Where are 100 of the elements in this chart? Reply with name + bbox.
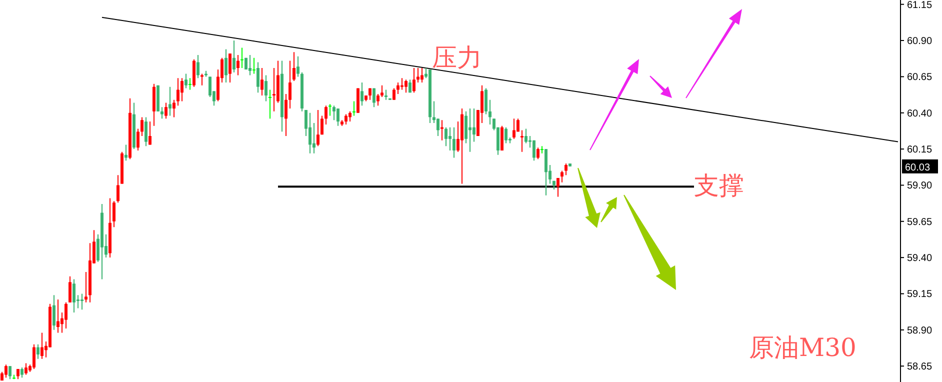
candlestick [236, 54, 240, 76]
candlestick [436, 118, 440, 137]
candlestick [228, 53, 232, 83]
candlestick [344, 114, 348, 125]
candlestick [252, 57, 256, 74]
candlestick [160, 106, 164, 120]
candlestick [444, 126, 448, 147]
candlestick [472, 108, 476, 142]
candlestick [4, 364, 8, 378]
candlestick [376, 94, 380, 106]
candlestick [136, 128, 140, 151]
candlestick [148, 121, 152, 146]
candlestick [452, 126, 456, 158]
candlestick [232, 40, 236, 73]
candlestick [404, 79, 408, 94]
y-tick-label: 59.90 [907, 180, 932, 192]
candlestick [20, 367, 24, 378]
candlestick [328, 104, 332, 116]
y-tick-label: 58.90 [907, 325, 932, 336]
candlestick [488, 99, 492, 125]
candlestick [256, 62, 260, 94]
y-tick-label: 60.90 [907, 36, 932, 48]
candlestick [56, 299, 60, 334]
candlestick [560, 170, 564, 183]
candlestick [172, 99, 176, 118]
candlestick [312, 122, 316, 154]
y-tick-label: 60.65 [907, 72, 932, 84]
y-tick-label: 59.65 [907, 216, 932, 228]
candlestick [524, 128, 528, 144]
y-tick-label: 59.15 [907, 289, 932, 300]
candlestick [540, 146, 544, 154]
price-tag: 60.03 [902, 159, 938, 174]
candlestick [360, 82, 364, 106]
candlestick [380, 84, 384, 98]
candlestick [556, 177, 560, 198]
candlestick [408, 79, 412, 94]
candlestick [72, 278, 76, 314]
candlestick [184, 73, 188, 89]
candlestick [24, 362, 28, 376]
candlestick [272, 68, 276, 112]
candlestick [260, 68, 264, 96]
candlestick [544, 148, 548, 196]
candlestick [536, 147, 540, 160]
y-tick-label: 61.15 [907, 0, 932, 11]
y-tick-label: 58.65 [907, 362, 932, 373]
candlestick [224, 48, 228, 83]
candlestick [200, 73, 204, 86]
candlestick [348, 110, 352, 122]
candlestick [372, 88, 376, 108]
annotation: 支撑 [694, 171, 744, 200]
candlestick [412, 68, 416, 94]
candlestick [336, 108, 340, 126]
y-tick-label: 59.40 [907, 253, 932, 264]
candlestick [400, 78, 404, 90]
candlestick [168, 86, 172, 116]
candlestick [484, 88, 488, 115]
candlestick [240, 47, 244, 69]
candlestick [296, 56, 300, 78]
candlestick [440, 120, 444, 141]
candlestick [352, 100, 356, 116]
candlestick [384, 89, 388, 100]
candlestick [512, 118, 516, 140]
candlestick [564, 163, 568, 176]
candlestick [80, 293, 84, 310]
candlestick [40, 332, 44, 360]
y-tick-label: 60.15 [907, 144, 932, 156]
candlestick [176, 78, 180, 106]
candlestick [32, 344, 36, 370]
candlestick [500, 125, 504, 151]
candlestick [52, 294, 56, 330]
y-tick-label: 60.40 [907, 108, 932, 120]
candlestick [416, 68, 420, 83]
candlestick [284, 94, 288, 137]
candlestick [164, 102, 168, 120]
candlestick [520, 130, 524, 152]
candlestick [116, 174, 120, 204]
annotation: 压力 [432, 43, 482, 72]
candlestick [332, 105, 336, 121]
candlestick [8, 366, 12, 380]
candlestick [196, 54, 200, 79]
candlestick [308, 112, 312, 154]
candlestick [188, 78, 192, 90]
candlestick [504, 126, 508, 144]
candlestick [288, 60, 292, 110]
candlestick [208, 76, 212, 98]
candlestick [316, 109, 320, 147]
candlestick [292, 52, 296, 82]
candlestick [36, 344, 40, 360]
candlestick [324, 105, 328, 125]
candlestick [268, 89, 272, 120]
candlestick [248, 54, 252, 76]
candlestick [68, 276, 72, 303]
candlestick [112, 200, 116, 228]
candlestick [392, 88, 396, 100]
candlestick [320, 115, 324, 136]
candlestick [464, 110, 468, 144]
candlestick [532, 140, 536, 162]
candlestick [180, 78, 184, 102]
candlestick [448, 126, 452, 151]
annotation: 原油M30 [749, 333, 856, 362]
